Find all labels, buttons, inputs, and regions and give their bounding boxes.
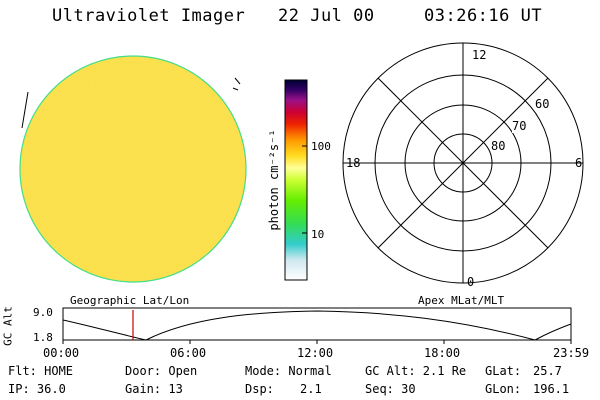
time-tick-label: 00:00 xyxy=(43,346,80,360)
image-date: 22 Jul 00 xyxy=(278,6,375,26)
mlt-meridian xyxy=(377,77,549,249)
dsp-label: Dsp: xyxy=(245,382,274,396)
time-tick-label: 06:00 xyxy=(170,346,207,360)
mlt-label-dawn: 6 xyxy=(575,156,583,170)
gain-status: Gain: 13 xyxy=(125,382,183,396)
mlt-label-dusk: 18 xyxy=(346,156,361,170)
colorbar-tick-label: 100 xyxy=(311,140,331,153)
mode-status: Mode: Normal xyxy=(245,364,332,378)
door-status: Door: Open xyxy=(125,364,198,378)
intensity-colorbar xyxy=(284,79,308,281)
dsp-value: 2.1 xyxy=(300,382,322,396)
glon-value: 196.1 xyxy=(533,382,570,396)
time-tick-label: 23:59 xyxy=(553,346,590,360)
mlat-label: 70 xyxy=(512,119,527,133)
mlat-label: 80 xyxy=(491,139,506,153)
colorbar-tick-label: 10 xyxy=(311,228,325,241)
time-tick-label: 18:00 xyxy=(424,346,461,360)
imager-title: Ultraviolet Imager xyxy=(52,6,246,26)
glat-value: 25.7 xyxy=(533,364,562,378)
flight-status: Flt: HOME xyxy=(8,364,74,378)
altitude-curve xyxy=(62,310,572,341)
image-time: 03:26:16 UT xyxy=(424,6,543,26)
earth-limb xyxy=(19,55,247,283)
apex-label: Apex MLat/MLT xyxy=(418,294,505,307)
mlt-label-midnight: 0 xyxy=(467,275,475,289)
mlt-label-noon: 12 xyxy=(472,48,487,62)
gc-alt-status: GC Alt: 2.1 Re xyxy=(365,364,467,378)
time-tick-label: 12:00 xyxy=(297,346,334,360)
ip-status: IP: 36.0 xyxy=(8,382,66,396)
glat-label: GLat: xyxy=(485,364,522,378)
geographic-label: Geographic Lat/Lon xyxy=(70,294,190,307)
spin-axis-mark xyxy=(232,87,239,91)
glon-label: GLon: xyxy=(485,382,522,396)
spin-axis-mark xyxy=(21,91,29,129)
sequence-status: Seq: 30 xyxy=(365,382,416,396)
mlat-label: 60 xyxy=(535,97,550,111)
altitude-tick-label: 9.0 xyxy=(33,306,53,319)
spin-axis-mark xyxy=(234,77,241,85)
altitude-tick-label: 1.8 xyxy=(33,331,53,344)
